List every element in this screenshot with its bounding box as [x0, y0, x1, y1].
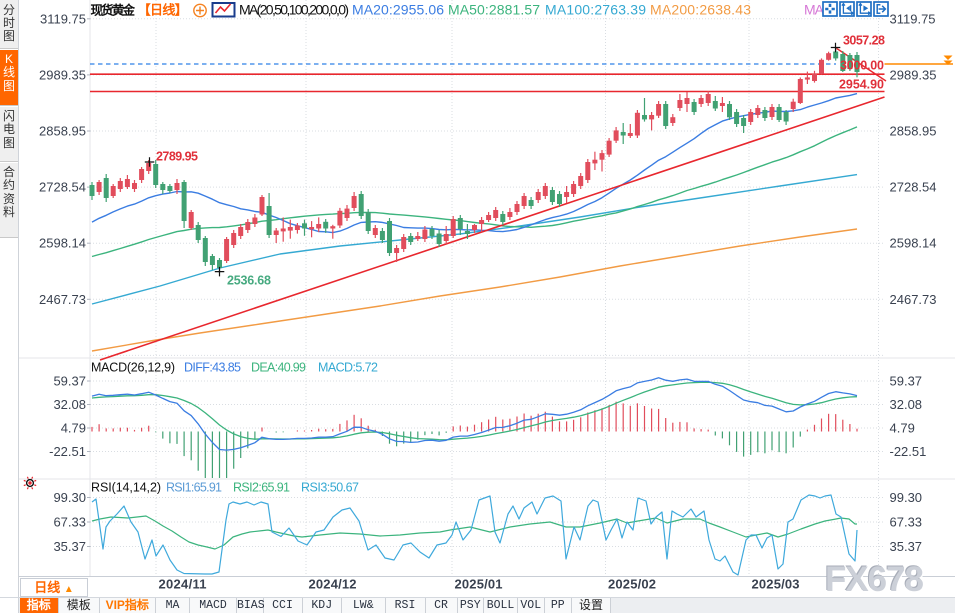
- svg-text:99.30: 99.30: [890, 490, 923, 505]
- svg-text:MA(20,50,100,200,0,0): MA(20,50,100,200,0,0): [239, 2, 349, 18]
- svg-text:35.37: 35.37: [53, 539, 86, 554]
- svg-text:【日线】: 【日线】: [138, 3, 188, 18]
- svg-text:2025/03: 2025/03: [752, 577, 800, 592]
- svg-text:32.08: 32.08: [890, 397, 923, 412]
- svg-text:MA100:2763.39: MA100:2763.39: [545, 2, 646, 18]
- svg-text:4.79: 4.79: [890, 421, 915, 436]
- svg-text:2025/01: 2025/01: [455, 577, 503, 592]
- svg-text:MACD(26,12,9): MACD(26,12,9): [91, 361, 175, 375]
- svg-text:2467.73: 2467.73: [890, 292, 937, 307]
- svg-text:2728.54: 2728.54: [39, 180, 86, 195]
- svg-text:2858.95: 2858.95: [890, 124, 937, 139]
- svg-text:2598.14: 2598.14: [39, 236, 86, 251]
- svg-text:RSI(14,14,2): RSI(14,14,2): [91, 481, 161, 495]
- svg-text:67.33: 67.33: [890, 515, 923, 530]
- svg-text:2989.35: 2989.35: [890, 67, 937, 82]
- svg-text:3000.00: 3000.00: [840, 59, 884, 73]
- svg-text:2954.90: 2954.90: [839, 78, 884, 92]
- svg-text:RSI2:65.91: RSI2:65.91: [233, 481, 290, 495]
- svg-text:DIFF:43.85: DIFF:43.85: [184, 361, 241, 375]
- svg-text:RSI3:50.67: RSI3:50.67: [301, 481, 359, 495]
- svg-text:DEA:40.99: DEA:40.99: [251, 361, 306, 375]
- svg-text:3057.28: 3057.28: [843, 34, 885, 48]
- svg-text:RSI1:65.91: RSI1:65.91: [166, 481, 222, 495]
- svg-text:32.08: 32.08: [53, 397, 86, 412]
- svg-text:59.37: 59.37: [53, 374, 86, 389]
- svg-text:2598.14: 2598.14: [890, 236, 937, 251]
- svg-text:MA20:2955.06: MA20:2955.06: [352, 2, 444, 18]
- svg-text:3119.75: 3119.75: [890, 11, 936, 26]
- svg-text:4.79: 4.79: [61, 421, 86, 436]
- svg-text:MA50:2881.57: MA50:2881.57: [448, 2, 540, 18]
- svg-text:2536.68: 2536.68: [227, 274, 271, 288]
- svg-text:99.30: 99.30: [53, 490, 86, 505]
- svg-text:-22.51: -22.51: [890, 444, 927, 459]
- svg-text:2989.35: 2989.35: [39, 67, 86, 82]
- svg-text:35.37: 35.37: [890, 539, 923, 554]
- svg-text:2024/12: 2024/12: [309, 577, 357, 592]
- svg-text:MA: MA: [804, 2, 825, 18]
- svg-text:2728.54: 2728.54: [890, 180, 937, 195]
- svg-text:MACD:5.72: MACD:5.72: [318, 361, 378, 375]
- svg-text:2025/02: 2025/02: [608, 577, 656, 592]
- svg-text:67.33: 67.33: [53, 515, 86, 530]
- svg-text:-22.51: -22.51: [49, 444, 86, 459]
- svg-text:2858.95: 2858.95: [39, 124, 86, 139]
- svg-text:2789.95: 2789.95: [156, 150, 198, 164]
- svg-text:2024/11: 2024/11: [159, 577, 207, 592]
- svg-text:FX678: FX678: [825, 560, 924, 599]
- svg-text:59.37: 59.37: [890, 374, 923, 389]
- svg-text:3119.75: 3119.75: [40, 11, 86, 26]
- svg-text:2467.73: 2467.73: [39, 292, 86, 307]
- svg-text:现货黄金: 现货黄金: [91, 3, 136, 18]
- svg-text:MA200:2638.43: MA200:2638.43: [650, 2, 751, 18]
